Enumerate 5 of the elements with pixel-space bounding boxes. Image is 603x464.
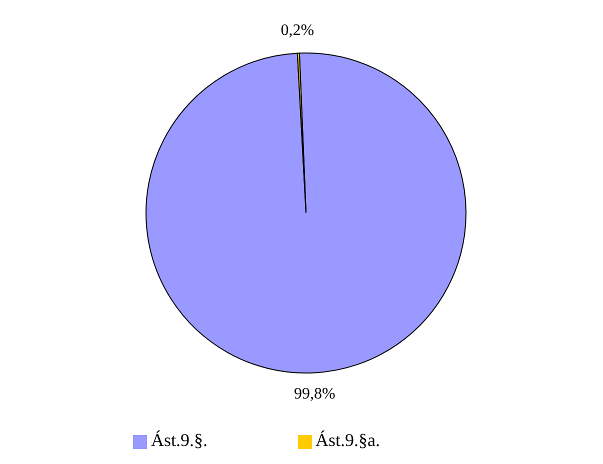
data-label: 99,8% [294, 385, 336, 402]
pie-slice [146, 52, 466, 374]
legend-label: Ást.9.§. [150, 430, 208, 450]
data-label: 0,2% [280, 22, 314, 39]
legend-label: Ást.9.§a. [316, 430, 380, 450]
